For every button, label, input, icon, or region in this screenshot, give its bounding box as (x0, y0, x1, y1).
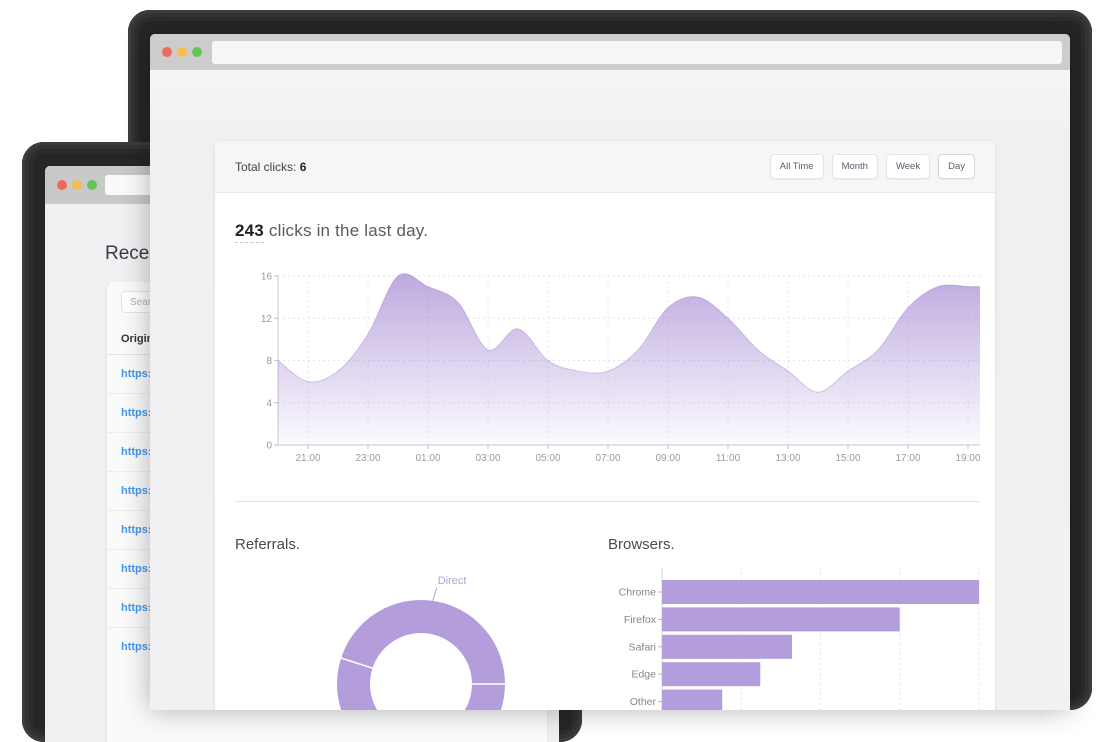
close-button[interactable] (162, 47, 172, 57)
svg-text:13:00: 13:00 (775, 453, 800, 464)
close-button[interactable] (57, 180, 67, 190)
svg-text:12: 12 (261, 314, 273, 325)
filter-button-month[interactable]: Month (831, 154, 878, 179)
bar-category-label: Edge (631, 669, 656, 681)
clicks-count: 243 (235, 221, 264, 243)
original-url-link[interactable]: https: (121, 641, 152, 653)
donut-segment-label: Direct (438, 575, 467, 587)
total-clicks: Total clicks: 6 (235, 160, 306, 174)
bar-category-label: Firefox (624, 614, 657, 626)
browsers-title: Browsers. (608, 536, 675, 553)
time-filter-group: All Time Month Week Day (769, 154, 975, 179)
svg-text:21:00: 21:00 (295, 453, 320, 464)
svg-text:01:00: 01:00 (415, 453, 440, 464)
original-url-link[interactable]: https: (121, 602, 152, 614)
referrals-title: Referrals. (235, 536, 301, 553)
clicks-headline-text: clicks in the last day. (263, 221, 429, 240)
svg-text:16: 16 (261, 272, 273, 283)
total-clicks-value: 6 (299, 159, 307, 174)
svg-text:11:00: 11:00 (716, 453, 741, 464)
bar-category-label: Safari (629, 641, 656, 653)
svg-text:15:00: 15:00 (835, 453, 860, 464)
original-url-link[interactable]: https: (121, 446, 152, 458)
minimize-button[interactable] (177, 47, 187, 57)
svg-text:09:00: 09:00 (655, 453, 680, 464)
filter-button-week[interactable]: Week (885, 154, 931, 179)
browsers-bar-chart: Chrome Firefox Safari Edge Other (619, 568, 980, 710)
svg-text:4: 4 (266, 398, 272, 409)
bar-category-label: Chrome (619, 587, 657, 599)
original-url-link[interactable]: https: (121, 407, 152, 419)
original-url-link[interactable]: https: (121, 485, 152, 497)
referrals-donut-chart: Direct (337, 575, 506, 710)
original-url-link[interactable]: https: (121, 563, 152, 575)
traffic-lights (57, 180, 97, 190)
svg-text:19:00: 19:00 (955, 453, 980, 464)
original-url-link[interactable]: https: (121, 524, 152, 536)
svg-text:8: 8 (266, 356, 272, 367)
bar-category-label: Other (630, 696, 657, 708)
svg-text:23:00: 23:00 (355, 453, 380, 464)
dashboard-page: Total clicks: 6 All Time Month Week Day 243… (150, 70, 1070, 710)
url-bar[interactable] (212, 41, 1062, 64)
clicks-headline: 243 clicks in the last day. (235, 221, 429, 243)
svg-text:0: 0 (266, 441, 272, 452)
page-title: Recen (105, 243, 160, 264)
svg-text:07:00: 07:00 (595, 453, 620, 464)
front-browser-window: Total clicks: 6 All Time Month Week Day 243… (150, 34, 1070, 710)
filter-button-all-time[interactable]: All Time (769, 154, 824, 179)
filter-button-day[interactable]: Day (938, 154, 975, 179)
section-divider (235, 501, 980, 502)
front-titlebar (150, 34, 1070, 70)
traffic-lights (162, 47, 202, 57)
svg-text:05:00: 05:00 (535, 453, 560, 464)
minimize-button[interactable] (72, 180, 82, 190)
zoom-button[interactable] (192, 47, 202, 57)
total-clicks-label: Total clicks: (235, 159, 297, 174)
zoom-button[interactable] (87, 180, 97, 190)
clicks-area-chart: 0 4 8 12 16 21:00 23:00 01:00 03:00 05:00 07:00 09:… (261, 272, 981, 465)
card-header: Total clicks: 6 All Time Month Week Day (215, 141, 995, 193)
column-header: Origin (121, 333, 154, 345)
analytics-card: Total clicks: 6 All Time Month Week Day 243… (215, 141, 995, 710)
svg-text:17:00: 17:00 (895, 453, 920, 464)
svg-text:03:00: 03:00 (475, 453, 500, 464)
original-url-link[interactable]: https: (121, 368, 152, 380)
